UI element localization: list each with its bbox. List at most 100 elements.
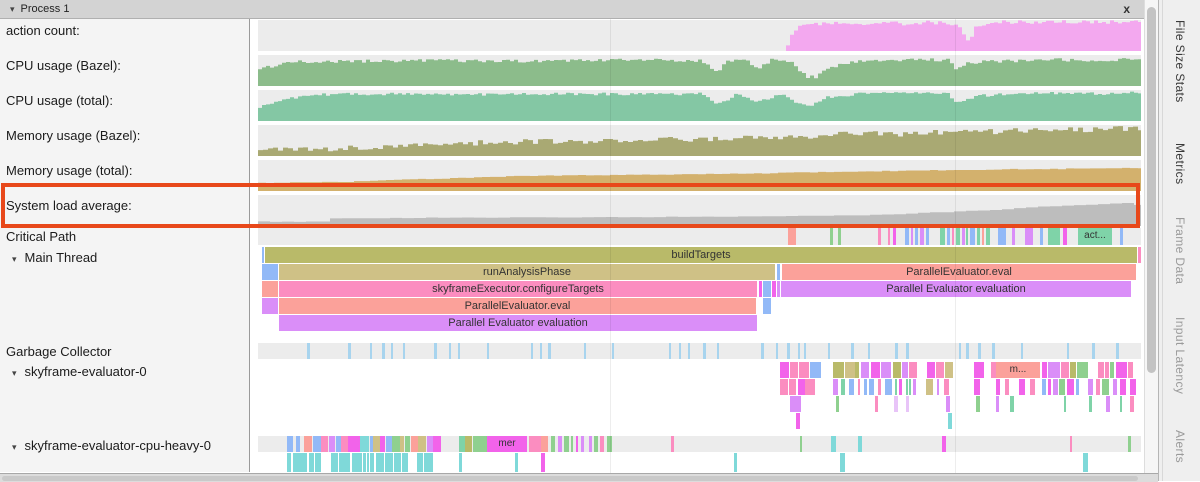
trace-slice[interactable] xyxy=(671,436,674,452)
trace-slice[interactable] xyxy=(540,343,542,359)
trace-slice[interactable] xyxy=(1010,396,1014,412)
trace-slice[interactable] xyxy=(956,228,960,245)
tab-input-latency[interactable]: Input Latency xyxy=(1173,317,1187,395)
trace-slice[interactable] xyxy=(789,379,796,395)
horizontal-scrollbar-thumb[interactable] xyxy=(2,476,1138,481)
trace-slice[interactable] xyxy=(1021,343,1023,359)
trace-slice[interactable] xyxy=(367,453,369,472)
main-thread-flame-row[interactable]: runAnalysisPhase ParallelEvaluator.eval xyxy=(258,264,1141,280)
cpu-heavy-flame-row[interactable] xyxy=(258,453,1141,472)
trace-slice[interactable] xyxy=(991,362,999,378)
trace-slice[interactable] xyxy=(548,343,551,359)
trace-slice[interactable] xyxy=(703,343,706,359)
trace-slice[interactable] xyxy=(303,453,307,472)
trace-slice[interactable] xyxy=(798,379,805,395)
trace-slice[interactable] xyxy=(1061,362,1069,378)
trace-slice[interactable] xyxy=(1128,362,1133,378)
trace-slice[interactable]: Parallel Evaluator evaluation xyxy=(279,315,757,331)
trace-slice[interactable] xyxy=(855,362,859,378)
trace-slice[interactable] xyxy=(926,379,933,395)
trace-slice[interactable]: mer xyxy=(487,436,527,452)
trace-slice[interactable] xyxy=(1083,453,1088,472)
trace-slice[interactable] xyxy=(836,396,839,412)
trace-slice[interactable] xyxy=(402,453,408,472)
trace-slice[interactable] xyxy=(535,436,541,452)
trace-slice[interactable]: Parallel Evaluator evaluation xyxy=(781,281,1131,297)
trace-slice[interactable] xyxy=(833,379,838,395)
trace-slice[interactable] xyxy=(936,362,944,378)
trace-slice[interactable] xyxy=(427,436,433,452)
trace-slice[interactable] xyxy=(262,264,278,280)
trace-slice[interactable] xyxy=(296,453,303,472)
trace-slice[interactable] xyxy=(734,453,737,472)
trace-slice[interactable] xyxy=(974,362,984,378)
trace-slice[interactable] xyxy=(329,436,335,452)
trace-slice[interactable] xyxy=(885,379,892,395)
disclosure-triangle-icon[interactable]: ▾ xyxy=(12,368,17,378)
trace-slice[interactable] xyxy=(1120,396,1122,412)
trace-slice[interactable] xyxy=(763,298,771,314)
trace-slice[interactable] xyxy=(899,379,902,395)
trace-slice[interactable] xyxy=(321,436,328,452)
trace-slice[interactable] xyxy=(790,362,798,378)
trace-slice[interactable] xyxy=(1030,379,1035,395)
trace-slice[interactable] xyxy=(787,343,790,359)
trace-slice[interactable] xyxy=(996,379,1000,395)
trace-slice[interactable] xyxy=(417,453,423,472)
disclosure-triangle-icon[interactable]: ▾ xyxy=(12,442,17,452)
trace-slice[interactable] xyxy=(940,228,945,245)
trace-slice[interactable] xyxy=(845,362,855,378)
trace-slice[interactable] xyxy=(1092,343,1095,359)
trace-slice[interactable]: buildTargets xyxy=(265,247,1137,263)
trace-slice[interactable] xyxy=(1070,362,1076,378)
trace-slice[interactable] xyxy=(487,343,489,359)
trace-slice[interactable] xyxy=(612,343,614,359)
trace-slice[interactable] xyxy=(810,362,821,378)
trace-slice[interactable] xyxy=(1116,343,1119,359)
trace-slice[interactable] xyxy=(1120,379,1126,395)
trace-slice[interactable] xyxy=(1042,379,1046,395)
evaluator0-flame-row[interactable]: m... xyxy=(258,362,1141,378)
trace-slice[interactable] xyxy=(1067,343,1069,359)
trace-slice[interactable] xyxy=(1076,379,1079,395)
trace-slice[interactable] xyxy=(948,413,952,429)
trace-slice[interactable]: act... xyxy=(1078,228,1112,245)
trace-slice[interactable] xyxy=(878,228,881,245)
tab-frame-data[interactable]: Frame Data xyxy=(1173,217,1187,285)
main-thread-flame-row[interactable]: ParallelEvaluator.eval xyxy=(258,298,1141,314)
trace-slice[interactable] xyxy=(796,413,800,429)
trace-slice[interactable] xyxy=(376,453,384,472)
trace-slice[interactable] xyxy=(315,453,321,472)
trace-slice[interactable] xyxy=(905,228,909,245)
trace-slice[interactable] xyxy=(529,436,535,452)
counter-track-action-count[interactable] xyxy=(258,20,1141,51)
trace-slice[interactable] xyxy=(558,436,562,452)
trace-slice[interactable] xyxy=(1048,228,1060,245)
trace-slice[interactable] xyxy=(459,436,465,452)
close-icon[interactable]: x xyxy=(1123,2,1130,16)
trace-slice[interactable] xyxy=(992,343,995,359)
trace-slice[interactable] xyxy=(391,343,393,359)
trace-slice[interactable] xyxy=(352,453,356,472)
trace-slice[interactable] xyxy=(418,436,426,452)
trace-slice[interactable] xyxy=(296,436,300,452)
trace-slice[interactable]: ParallelEvaluator.eval xyxy=(279,298,756,314)
evaluator0-flame-row[interactable] xyxy=(258,379,1141,395)
trace-slice[interactable] xyxy=(1070,436,1072,452)
trace-slice[interactable] xyxy=(293,453,296,472)
trace-slice[interactable] xyxy=(780,362,789,378)
trace-slice[interactable] xyxy=(875,396,878,412)
trace-slice[interactable]: runAnalysisPhase xyxy=(279,264,775,280)
disclosure-triangle-icon[interactable]: ▾ xyxy=(12,254,17,264)
trace-slice[interactable] xyxy=(761,343,764,359)
counter-track-memory-total[interactable] xyxy=(258,160,1141,191)
trace-slice[interactable] xyxy=(895,343,898,359)
trace-slice[interactable] xyxy=(996,396,999,412)
trace-slice[interactable] xyxy=(858,436,862,452)
counter-track-memory-bazel[interactable] xyxy=(258,125,1141,156)
trace-slice[interactable] xyxy=(541,436,548,452)
trace-slice[interactable] xyxy=(828,343,830,359)
trace-slice[interactable] xyxy=(431,453,433,472)
trace-slice[interactable] xyxy=(382,343,385,359)
trace-slice[interactable] xyxy=(978,343,981,359)
